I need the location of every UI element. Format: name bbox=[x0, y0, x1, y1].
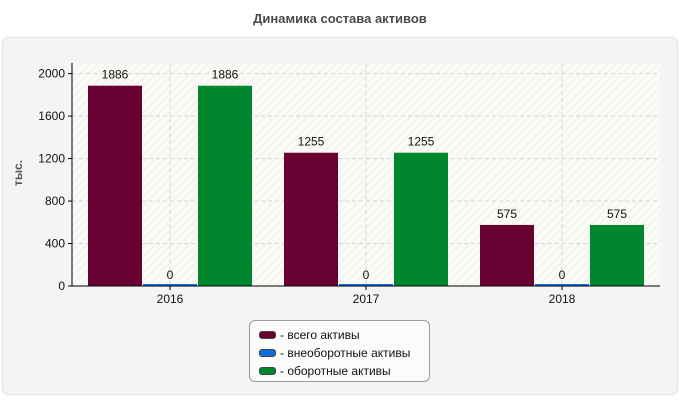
bar-1 bbox=[480, 224, 534, 286]
legend-item: - внеоборотные активы bbox=[259, 344, 429, 362]
x-tick-label: 2018 bbox=[549, 292, 576, 306]
data-label: 575 bbox=[497, 207, 517, 221]
legend-swatch bbox=[259, 349, 276, 357]
legend-item: - оборотные активы bbox=[259, 362, 429, 380]
y-axis-label: тыс. bbox=[11, 160, 25, 186]
legend-label: - всего активы bbox=[280, 328, 360, 342]
bar-2 bbox=[143, 284, 197, 286]
legend-swatch bbox=[259, 331, 276, 339]
legend-label: - оборотные активы bbox=[280, 364, 391, 378]
x-tick-label: 2017 bbox=[353, 292, 380, 306]
data-label: 1886 bbox=[212, 68, 239, 82]
legend-label: - внеоборотные активы bbox=[280, 346, 411, 360]
data-label: 1255 bbox=[298, 135, 325, 149]
y-tick-label: 800 bbox=[45, 194, 65, 208]
bar-1 bbox=[88, 85, 142, 286]
legend-item: - всего активы bbox=[259, 326, 429, 344]
y-tick-label: 2000 bbox=[38, 67, 65, 81]
bar-2 bbox=[339, 284, 393, 286]
bar-3 bbox=[394, 152, 448, 286]
x-tick-label: 2016 bbox=[157, 292, 184, 306]
data-label: 575 bbox=[607, 207, 627, 221]
y-tick-label: 0 bbox=[58, 279, 65, 293]
legend: - всего активы - внеоборотные активы - обо… bbox=[249, 320, 430, 382]
y-tick-label: 400 bbox=[45, 237, 65, 251]
bar-3 bbox=[590, 224, 644, 286]
data-label: 1886 bbox=[102, 68, 129, 82]
bar-3 bbox=[198, 85, 252, 286]
data-label: 1255 bbox=[408, 135, 435, 149]
y-tick-label: 1200 bbox=[38, 152, 65, 166]
legend-swatch bbox=[259, 367, 276, 375]
data-label: 0 bbox=[363, 268, 370, 282]
bar-2 bbox=[535, 284, 589, 286]
data-label: 0 bbox=[559, 268, 566, 282]
y-tick-label: 1600 bbox=[38, 109, 65, 123]
bar-1 bbox=[284, 152, 338, 286]
chart-title: Динамика состава активов bbox=[253, 11, 427, 26]
data-label: 0 bbox=[167, 268, 174, 282]
